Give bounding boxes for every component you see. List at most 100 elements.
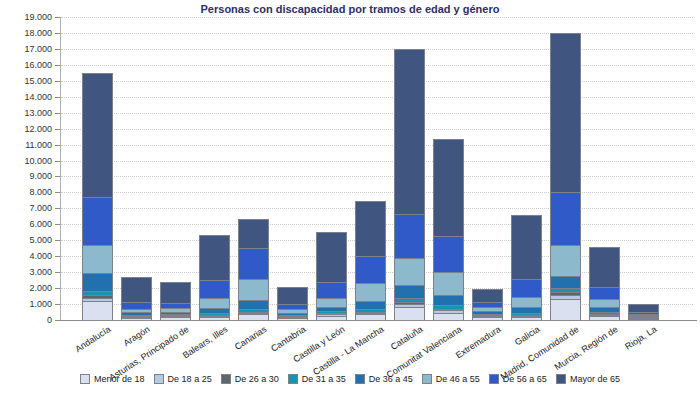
y-axis-tick xyxy=(55,224,60,225)
legend-item: De 46 a 55 xyxy=(422,374,480,384)
legend-label: De 26 a 30 xyxy=(235,374,279,384)
gridline xyxy=(61,145,693,146)
bar-segment xyxy=(551,299,580,320)
legend-item: De 18 a 25 xyxy=(154,374,212,384)
bar-Balears, Illes xyxy=(199,235,230,320)
bar-segment xyxy=(512,215,541,280)
bar-segment xyxy=(590,299,619,307)
bar-segment xyxy=(200,235,229,280)
bar-segment xyxy=(122,277,151,302)
legend-item: De 26 a 30 xyxy=(221,374,279,384)
y-tick-label: 6.000 xyxy=(0,219,52,229)
y-tick-label: 7.000 xyxy=(0,203,52,213)
bar-segment xyxy=(83,73,112,197)
bar-segment xyxy=(551,245,580,277)
bar-segment xyxy=(395,307,424,320)
chart-title: Personas con discapacidad por tramos de … xyxy=(0,3,700,15)
legend-label: Mayor de 65 xyxy=(570,374,620,384)
bar-segment xyxy=(317,232,346,281)
y-axis-tick xyxy=(55,113,60,114)
y-tick-label: 12.000 xyxy=(0,124,52,134)
legend-swatch xyxy=(154,374,164,384)
legend-swatch xyxy=(288,374,298,384)
bar-segment xyxy=(356,283,385,300)
chart: Personas con discapacidad por tramos de … xyxy=(0,0,700,400)
legend-item: Menor de 18 xyxy=(80,374,145,384)
bar-segment xyxy=(83,197,112,245)
y-axis-tick xyxy=(55,81,60,82)
y-tick-label: 0 xyxy=(0,315,52,325)
bar-segment xyxy=(239,279,268,301)
bar-segment xyxy=(551,192,580,245)
bar-segment xyxy=(356,301,385,309)
y-tick-label: 11.000 xyxy=(0,140,52,150)
legend-swatch xyxy=(355,374,365,384)
bar-segment xyxy=(551,276,580,288)
y-axis-tick xyxy=(55,256,60,257)
bar-segment xyxy=(239,300,268,309)
bar-Extremadura xyxy=(472,289,503,320)
bar-segment xyxy=(122,302,151,309)
bar-segment xyxy=(83,273,112,290)
y-axis-tick xyxy=(55,272,60,273)
y-axis-tick xyxy=(55,49,60,50)
legend-label: De 36 a 45 xyxy=(369,374,413,384)
bar-Canarias xyxy=(238,219,269,320)
bar-Rioja, La xyxy=(628,304,659,320)
y-tick-label: 5.000 xyxy=(0,235,52,245)
bar-segment xyxy=(395,258,424,285)
bar-segment xyxy=(512,279,541,297)
legend-item: Mayor de 65 xyxy=(556,374,620,384)
y-tick-label: 4.000 xyxy=(0,251,52,261)
y-axis-tick xyxy=(55,17,60,18)
bar-Comunitat Valenciana xyxy=(433,139,464,320)
legend-item: De 31 a 35 xyxy=(288,374,346,384)
y-tick-label: 17.000 xyxy=(0,44,52,54)
y-axis-tick xyxy=(55,65,60,66)
bar-Galicia xyxy=(511,215,542,320)
bar-segment xyxy=(239,248,268,278)
gridline xyxy=(61,97,693,98)
y-axis-tick xyxy=(55,320,60,321)
legend-label: De 18 a 25 xyxy=(168,374,212,384)
gridline xyxy=(61,176,693,177)
gridline xyxy=(61,33,693,34)
bar-segment xyxy=(512,297,541,307)
bar-Castilla y León xyxy=(316,232,347,320)
legend-item: De 36 a 45 xyxy=(355,374,413,384)
gridline xyxy=(61,113,693,114)
y-tick-label: 13.000 xyxy=(0,108,52,118)
gridline xyxy=(61,161,693,162)
y-tick-label: 8.000 xyxy=(0,187,52,197)
bar-segment xyxy=(317,298,346,307)
bar-segment xyxy=(395,285,424,298)
y-axis-tick xyxy=(55,176,60,177)
gridline xyxy=(61,17,693,18)
bar-segment xyxy=(434,139,463,236)
gridline xyxy=(61,65,693,66)
y-tick-label: 9.000 xyxy=(0,171,52,181)
bar-Murcia, Región de xyxy=(589,247,620,320)
bar-segment xyxy=(395,49,424,213)
bar-segment xyxy=(200,280,229,298)
legend-label: Menor de 18 xyxy=(94,374,145,384)
y-tick-label: 3.000 xyxy=(0,267,52,277)
legend-label: De 46 a 55 xyxy=(436,374,480,384)
bar-Asturias, Principado de xyxy=(160,282,191,320)
legend-swatch xyxy=(422,374,432,384)
bar-segment xyxy=(83,301,112,320)
plot-area xyxy=(60,17,693,320)
bar-segment xyxy=(278,287,307,303)
gridline xyxy=(61,49,693,50)
bar-segment xyxy=(434,272,463,295)
y-tick-label: 10.000 xyxy=(0,156,52,166)
x-axis-line xyxy=(60,320,697,321)
y-axis-tick xyxy=(55,192,60,193)
bar-Madrid, Comunidad de xyxy=(550,33,581,320)
bar-segment xyxy=(551,33,580,192)
bar-segment xyxy=(161,282,190,303)
legend-swatch xyxy=(556,374,566,384)
legend-item: De 56 a 65 xyxy=(489,374,547,384)
bar-Andalucía xyxy=(82,73,113,320)
legend-swatch xyxy=(80,374,90,384)
